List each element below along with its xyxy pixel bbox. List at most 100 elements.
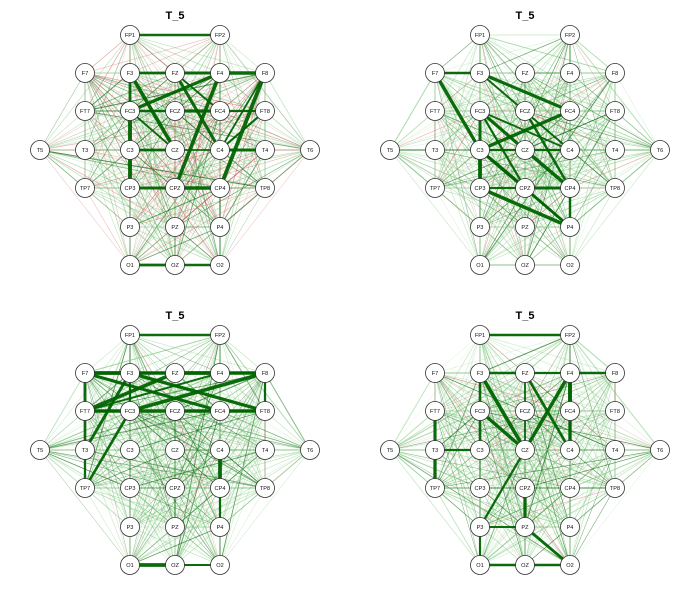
electrode-circle [75,401,95,421]
electrode-label: FP1 [475,333,485,339]
edge [569,149,616,266]
electrode-circle [605,478,625,498]
electrode-node-ft7: FT7 [425,401,445,421]
electrode-label: F7 [82,71,89,77]
electrode-label: T5 [37,448,44,454]
edge [389,72,436,151]
electrode-label: T3 [432,448,439,454]
edge [39,72,176,151]
electrode-node-p3: P3 [470,517,490,537]
electrode-circle [210,178,230,198]
electrode-label: FT7 [80,409,90,415]
electrode-label: F4 [217,371,224,377]
edge [434,149,481,228]
edge [39,410,221,451]
electrode-node-fcz: FCZ [515,101,535,121]
edge [524,410,571,451]
electrode-circle [120,25,140,45]
electrode-circle [255,63,275,83]
edge [219,410,266,451]
electrode-node-f8: F8 [255,363,275,383]
edge [479,526,571,566]
electrode-label: O1 [126,563,133,569]
strong-edge [83,372,132,451]
electrode-node-f4: F4 [210,63,230,83]
electrode-label: O2 [566,563,573,569]
electrode-circle [120,401,140,421]
edge [569,487,616,566]
electrode-node-fcz: FCZ [165,101,185,121]
edge [174,487,221,528]
strong-edge [173,72,222,151]
electrode-label: TP7 [430,186,440,192]
edge [479,72,616,151]
electrode-circle [165,217,185,237]
edge [219,487,266,528]
electrode-circle [470,101,490,121]
electrode-circle [470,63,490,83]
electrode-node-fc3: FC3 [120,101,140,121]
electrode-node-fc4: FC4 [210,401,230,421]
edge [219,187,266,266]
electrode-label: C3 [126,148,133,154]
electrode-label: FP1 [125,33,135,39]
edge [434,187,481,266]
edge [479,34,571,74]
electrode-label: T4 [612,148,619,154]
electrode-label: TP7 [80,186,90,192]
edge [434,410,571,489]
electrode-circle [470,440,490,460]
edge [129,410,266,451]
edge [264,72,311,151]
electrode-label: FP2 [565,33,575,39]
edge [219,149,311,189]
electrode-circle [515,217,535,237]
electrode-node-fc4: FC4 [210,101,230,121]
electrode-label: CZ [521,448,529,454]
edge [174,110,266,151]
electrode-circle [470,217,490,237]
edge [434,487,481,528]
connectome-panel-2: T_5 FP1 FP2 F7 F3 FZ F4 F8 FT7 FC3 FCZ FC4 FT8 T5 T3 C3… [380,10,670,275]
edge [129,187,176,228]
electrode-label: F3 [127,71,134,77]
electrode-node-cp4: CP4 [210,478,230,498]
electrode-label: FC4 [565,109,576,115]
edge [434,334,571,374]
electrode-node-tp8: TP8 [605,478,625,498]
edge [434,410,481,451]
electrode-circle [120,517,140,537]
edge [479,449,661,489]
electrode-circle [30,440,50,460]
electrode-node-ft7: FT7 [425,101,445,121]
edge [614,110,661,151]
edge [389,372,526,451]
electrode-label: C4 [566,448,573,454]
electrode-node-f3: F3 [120,63,140,83]
electrode-circle [165,478,185,498]
edge [479,487,616,528]
edge [479,410,616,451]
edge [389,110,436,151]
electrode-label: F8 [612,71,619,77]
electrode-circle [165,255,185,275]
electrode-circle [515,178,535,198]
edge [569,187,616,266]
electrode-label: F3 [127,371,134,377]
strong-edge [128,72,177,151]
edge [84,449,131,528]
electrode-node-f4: F4 [210,363,230,383]
electrode-node-oz: OZ [165,555,185,575]
edge [129,487,221,528]
electrode-circle [470,478,490,498]
electrode-label: P3 [127,225,134,231]
electrode-node-t6: T6 [300,440,320,460]
edge [84,187,131,266]
edge [524,449,616,489]
electrode-node-fc3: FC3 [470,101,490,121]
electrode-node-cpz: CPZ [515,478,535,498]
electrode-circle [165,178,185,198]
edge [129,410,176,489]
edge [569,149,661,189]
